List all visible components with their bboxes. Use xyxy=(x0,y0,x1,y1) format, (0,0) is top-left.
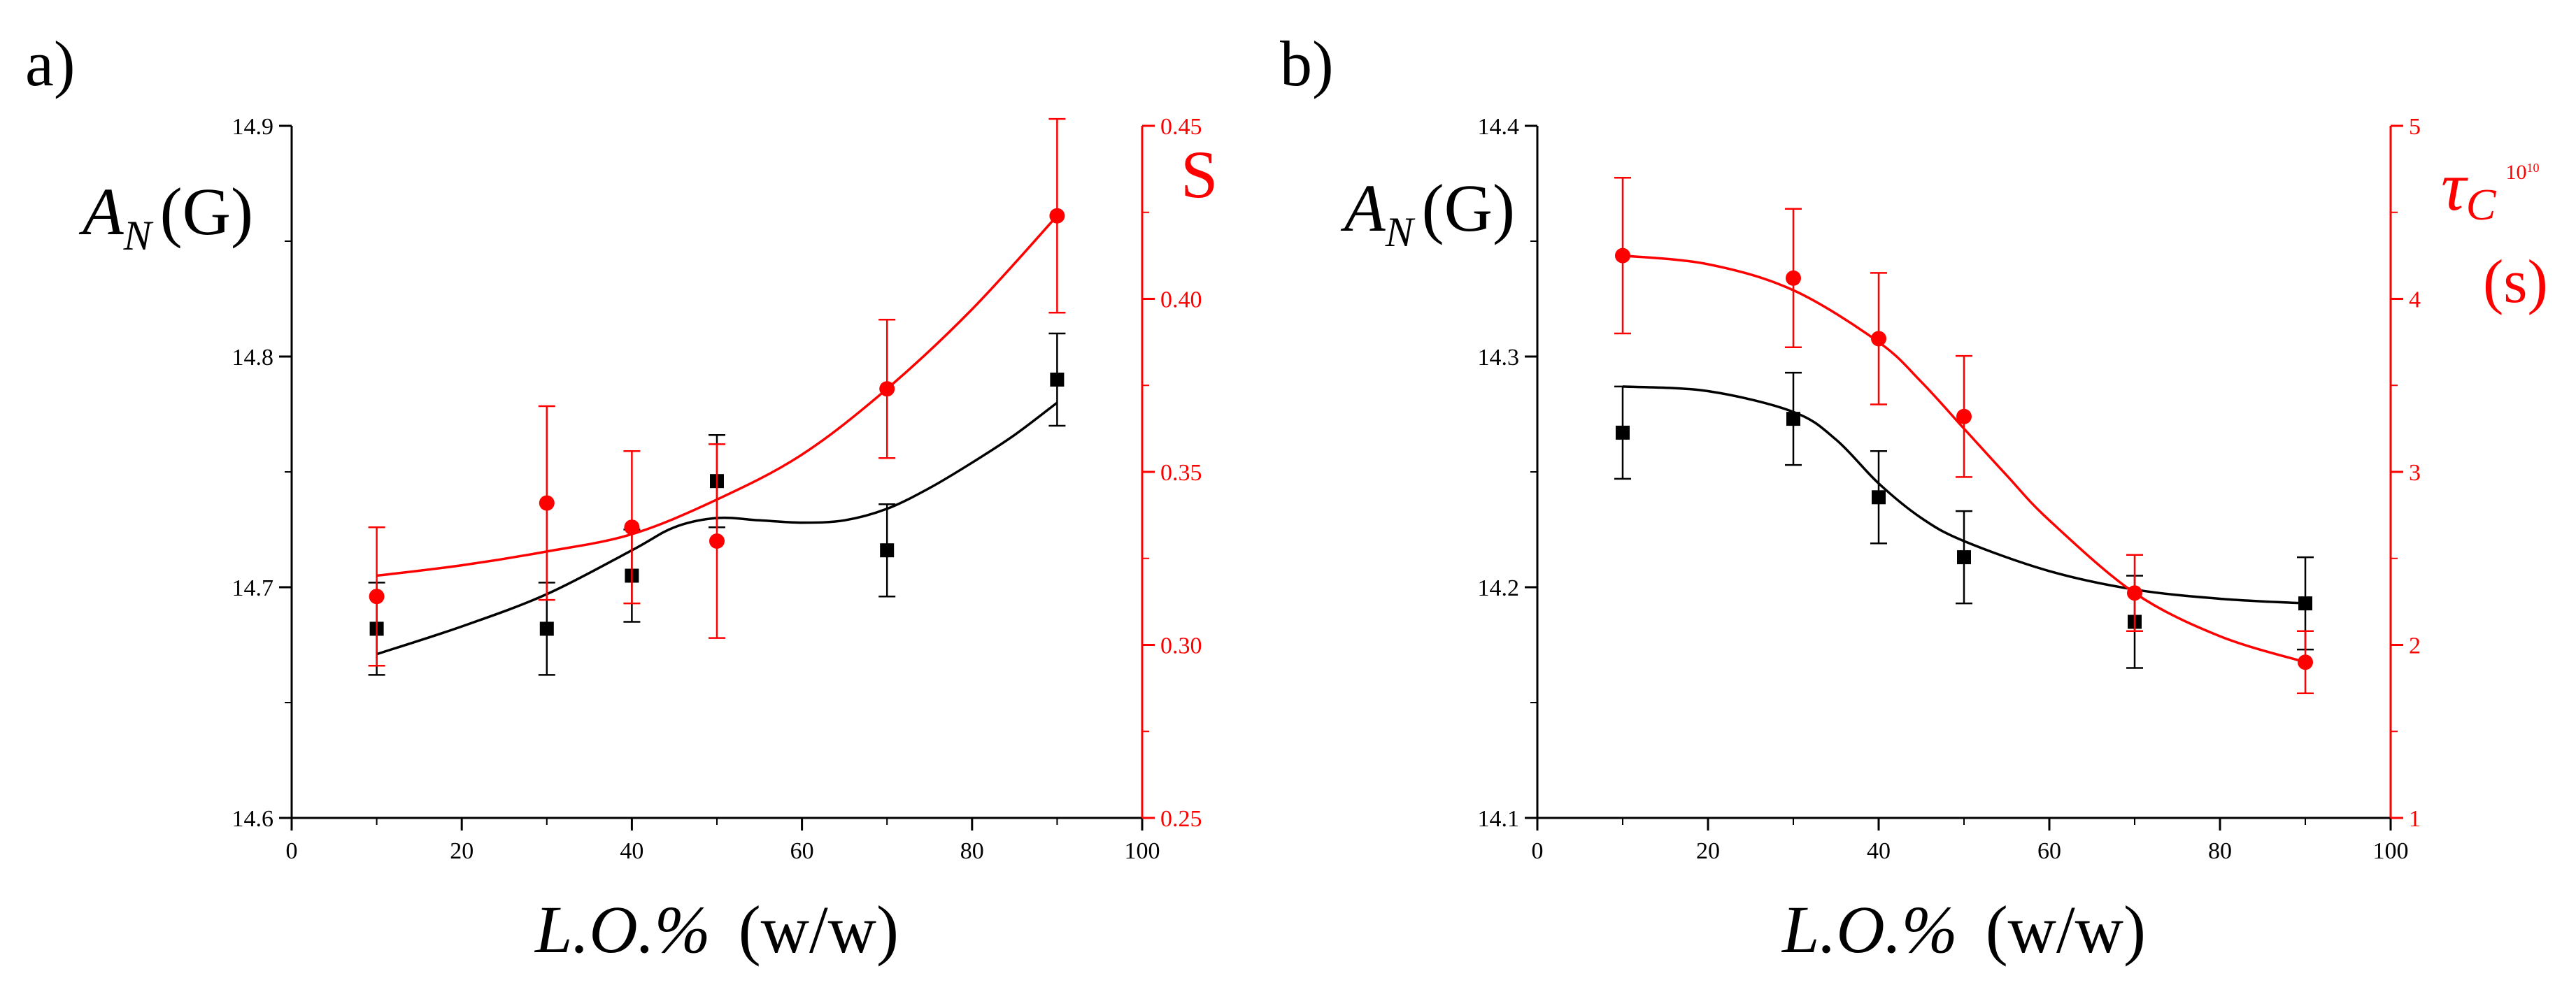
data-point-S-a xyxy=(709,533,725,549)
data-point-tau_c-b xyxy=(1786,270,1801,286)
left-axis-unit-b: (G) xyxy=(1422,171,1515,245)
fit-curve-S-a xyxy=(376,215,1058,577)
data-point-S-a xyxy=(1049,208,1065,224)
left-tick-a-0: 14.6 xyxy=(232,806,274,832)
x-tick-b-4: 80 xyxy=(2208,838,2232,864)
x-axis-label-unit-a: (w/w) xyxy=(739,892,899,967)
x-axis-title-a: L.O.% (w/w) xyxy=(534,892,899,967)
x-tick-a-5: 100 xyxy=(1125,838,1160,864)
data-point-tau_c-b xyxy=(2298,654,2313,670)
x-axis-label-main-a: L.O.% xyxy=(534,892,711,967)
x-ticks-b: 0 20 40 60 80 100 xyxy=(1532,838,2409,864)
right-tick-a-2: 0.35 xyxy=(1160,460,1202,486)
fit-curve-A_N-a xyxy=(376,401,1058,656)
x-axis-label-main-b: L.O.% xyxy=(1781,892,1958,967)
x-tick-b-2: 40 xyxy=(1867,838,1891,864)
right-ticks-a: 0.25 0.30 0.35 0.40 0.45 xyxy=(1160,114,1202,832)
right-axis-title-a: S xyxy=(1181,137,1218,212)
data-point-A_N-b xyxy=(1957,550,1971,565)
chart-panel-b: b) AN (G) τC1010 (s) L.O.% (w/w) 0 20 40 6… xyxy=(1280,28,2548,967)
left-axis-sub-b: N xyxy=(1385,209,1416,255)
right-tick-b-0: 1 xyxy=(2409,806,2421,832)
data-point-A_N-a xyxy=(880,543,895,558)
left-ticks-b: 14.1 14.2 14.3 14.4 xyxy=(1478,114,1520,832)
right-tick-a-1: 0.30 xyxy=(1160,633,1202,659)
data-point-A_N-b xyxy=(1786,412,1800,426)
left-tick-b-1: 14.2 xyxy=(1478,575,1520,601)
data-point-tau_c-b xyxy=(1871,331,1886,347)
right-axis-title-b: τC 1010 xyxy=(2441,148,2539,229)
right-axis-base-b: 10 xyxy=(2505,161,2526,184)
left-axis-symbol-b: A xyxy=(1340,171,1386,245)
x-axis-label-unit-b: (w/w) xyxy=(1986,892,2146,967)
data-marks-a xyxy=(279,117,1155,831)
data-point-tau_c-b xyxy=(1615,247,1630,264)
x-tick-a-4: 80 xyxy=(960,838,984,864)
right-axis-symbol-b: τ xyxy=(2441,148,2468,225)
right-tick-b-4: 5 xyxy=(2409,114,2421,140)
data-point-tau_c-b xyxy=(1956,408,1972,424)
data-marks-b xyxy=(1525,124,2403,831)
right-axis-unit-b: (s) xyxy=(2483,248,2548,316)
chart-panel-a: a) AN (G) S L.O.% (w/w) 0 20 40 60 80 100 … xyxy=(25,28,1218,967)
data-point-S-a xyxy=(539,495,555,511)
x-tick-a-2: 40 xyxy=(620,838,643,864)
left-tick-b-3: 14.4 xyxy=(1478,114,1520,140)
left-ticks-a: 14.6 14.7 14.8 14.9 xyxy=(232,114,274,832)
left-axis-title-b: AN (G) xyxy=(1340,171,1515,255)
x-tick-b-5: 100 xyxy=(2373,838,2409,864)
x-tick-a-1: 20 xyxy=(450,838,474,864)
x-tick-a-3: 60 xyxy=(790,838,814,864)
left-axis-symbol-a: A xyxy=(78,174,124,249)
data-point-S-a xyxy=(624,519,640,535)
panel-label-a: a) xyxy=(25,28,75,99)
left-axis-unit-a: (G) xyxy=(160,174,253,249)
right-axis-sub-b: C xyxy=(2466,180,2497,229)
panel-label-b: b) xyxy=(1280,28,1334,99)
data-point-S-a xyxy=(879,381,895,397)
data-point-A_N-a xyxy=(539,621,554,636)
left-tick-a-3: 14.9 xyxy=(232,114,274,140)
right-axis-exp-b: 10 xyxy=(2526,161,2539,175)
right-tick-a-3: 0.40 xyxy=(1160,287,1202,313)
right-tick-a-0: 0.25 xyxy=(1160,806,1202,832)
x-ticks-a: 0 20 40 60 80 100 xyxy=(286,838,1160,864)
left-axis-sub-a: N xyxy=(123,213,154,259)
fit-curve-A_N-b xyxy=(1622,385,2306,605)
right-tick-a-4: 0.45 xyxy=(1160,114,1202,140)
left-tick-b-2: 14.3 xyxy=(1478,345,1520,371)
right-tick-b-2: 3 xyxy=(2409,460,2421,486)
data-point-A_N-b xyxy=(1616,425,1630,440)
right-tick-b-1: 2 xyxy=(2409,633,2421,659)
right-ticks-b: 1 2 3 4 5 xyxy=(2409,114,2421,832)
right-tick-b-3: 4 xyxy=(2409,287,2421,313)
data-point-A_N-b xyxy=(2298,596,2312,611)
data-point-S-a xyxy=(369,589,385,605)
left-tick-a-1: 14.7 xyxy=(232,575,274,601)
left-tick-b-0: 14.1 xyxy=(1478,806,1520,832)
x-tick-b-1: 20 xyxy=(1696,838,1720,864)
data-point-A_N-a xyxy=(1050,373,1065,387)
left-axis-title-a: AN (G) xyxy=(78,174,253,259)
x-axis-title-b: L.O.% (w/w) xyxy=(1781,892,2146,967)
x-tick-b-3: 60 xyxy=(2037,838,2061,864)
x-tick-a-0: 0 xyxy=(286,838,298,864)
data-point-tau_c-b xyxy=(2127,585,2142,601)
left-tick-a-2: 14.8 xyxy=(232,345,274,371)
data-point-A_N-b xyxy=(1872,490,1886,505)
x-tick-b-0: 0 xyxy=(1532,838,1544,864)
